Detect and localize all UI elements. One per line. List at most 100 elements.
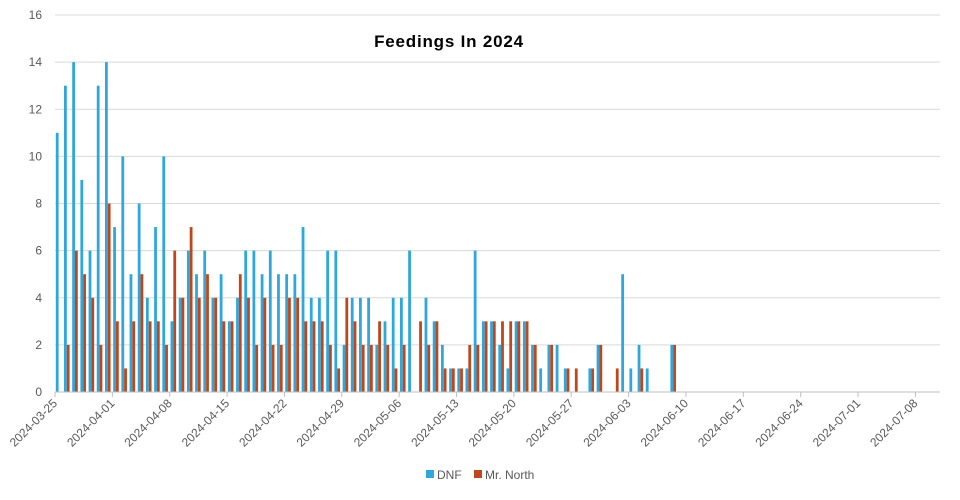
bar-dnf: [473, 250, 477, 393]
bar-dnf: [670, 344, 674, 393]
bar-dnf: [367, 297, 370, 392]
bar-dnf: [268, 250, 272, 393]
bar-mr-north: [673, 344, 676, 393]
bar-dnf: [145, 297, 149, 392]
bar-dnf: [555, 344, 559, 393]
bar-mr-north: [443, 368, 447, 392]
bar-dnf: [104, 62, 108, 393]
y-tick-label: 12: [29, 102, 43, 116]
bar-dnf: [514, 321, 518, 392]
legend: DNF Mr. North: [426, 468, 534, 482]
bar-mr-north: [165, 344, 168, 393]
bar-dnf: [55, 132, 59, 392]
bar-mr-north: [247, 297, 250, 392]
bar-mr-north: [460, 368, 463, 392]
bar-dnf: [399, 297, 403, 392]
bar-mr-north: [591, 368, 595, 392]
bar-dnf: [88, 250, 92, 393]
bar-mr-north: [66, 344, 70, 393]
bar-mr-north: [402, 344, 406, 393]
bar-dnf: [596, 344, 600, 393]
bar-dnf: [383, 321, 387, 392]
bar-dnf: [170, 321, 174, 392]
bar-mr-north: [378, 321, 381, 392]
bar-mr-north: [353, 321, 357, 392]
bar-mr-north: [238, 274, 242, 392]
bar-dnf: [326, 250, 330, 393]
bar-dnf: [375, 344, 379, 393]
bar-dnf: [539, 368, 543, 392]
bar-mr-north: [189, 227, 193, 392]
bar-mr-north: [492, 321, 496, 392]
y-tick-label: 2: [35, 338, 42, 352]
bar-mr-north: [451, 368, 455, 392]
bar-dnf: [80, 179, 84, 392]
bar-mr-north: [329, 344, 332, 393]
bar-dnf: [645, 368, 649, 392]
y-tick-label: 14: [29, 55, 43, 69]
bar-dnf: [211, 297, 215, 392]
bar-mr-north: [419, 321, 422, 392]
bar-dnf: [154, 227, 157, 392]
bar-dnf: [490, 321, 493, 392]
bar-dnf: [498, 344, 502, 393]
bar-mr-north: [566, 368, 570, 392]
bar-mr-north: [288, 297, 291, 392]
bar-dnf: [129, 274, 133, 392]
bar-dnf: [227, 321, 231, 392]
bar-dnf: [72, 62, 75, 393]
legend-item-mr-north: Mr. North: [474, 468, 534, 482]
bar-mr-north: [296, 297, 300, 392]
bar-mr-north: [615, 368, 619, 392]
bar-mr-north: [124, 368, 127, 392]
bar-dnf: [178, 297, 182, 392]
bar-mr-north: [320, 321, 324, 392]
bar-dnf: [391, 297, 395, 392]
bar-mr-north: [501, 321, 504, 392]
bar-mr-north: [574, 368, 578, 392]
bar-mr-north: [427, 344, 431, 393]
bar-dnf: [457, 368, 461, 392]
gridlines: [55, 14, 940, 346]
bar-mr-north: [255, 344, 259, 393]
legend-label: DNF: [437, 468, 462, 482]
bar-dnf: [121, 156, 125, 393]
bar-dnf: [408, 250, 411, 393]
bar-mr-north: [484, 321, 488, 392]
bar-dnf: [621, 274, 625, 392]
bar-mr-north: [386, 344, 390, 393]
bar-mr-north: [533, 344, 537, 393]
bar-mr-north: [394, 368, 398, 392]
bar-dnf: [252, 250, 256, 393]
bar-mr-north: [91, 297, 95, 392]
bar-dnf: [342, 344, 346, 393]
bar-mr-north: [197, 297, 201, 392]
bar-mr-north: [345, 297, 349, 392]
bar-mr-north: [83, 274, 86, 392]
bar-mr-north: [369, 344, 373, 393]
bars: [55, 62, 676, 393]
bar-dnf: [137, 203, 141, 392]
bar-dnf: [162, 156, 166, 393]
bar-dnf: [531, 344, 534, 393]
legend-swatch: [426, 470, 434, 478]
bar-mr-north: [279, 344, 283, 393]
bar-mr-north: [140, 274, 144, 392]
bar-dnf: [219, 274, 223, 392]
legend-item-dnf: DNF: [426, 468, 462, 482]
bar-mr-north: [599, 344, 603, 393]
y-tick-label: 8: [35, 197, 42, 211]
bar-mr-north: [509, 321, 513, 392]
chart-title: Feedings In 2024: [374, 32, 524, 51]
bar-dnf: [481, 321, 485, 392]
bar-mr-north: [640, 368, 644, 392]
bar-dnf: [350, 297, 354, 392]
bar-mr-north: [435, 321, 439, 392]
bar-mr-north: [74, 250, 78, 393]
bar-mr-north: [361, 344, 365, 393]
bar-dnf: [186, 250, 190, 393]
bar-dnf: [64, 85, 67, 392]
